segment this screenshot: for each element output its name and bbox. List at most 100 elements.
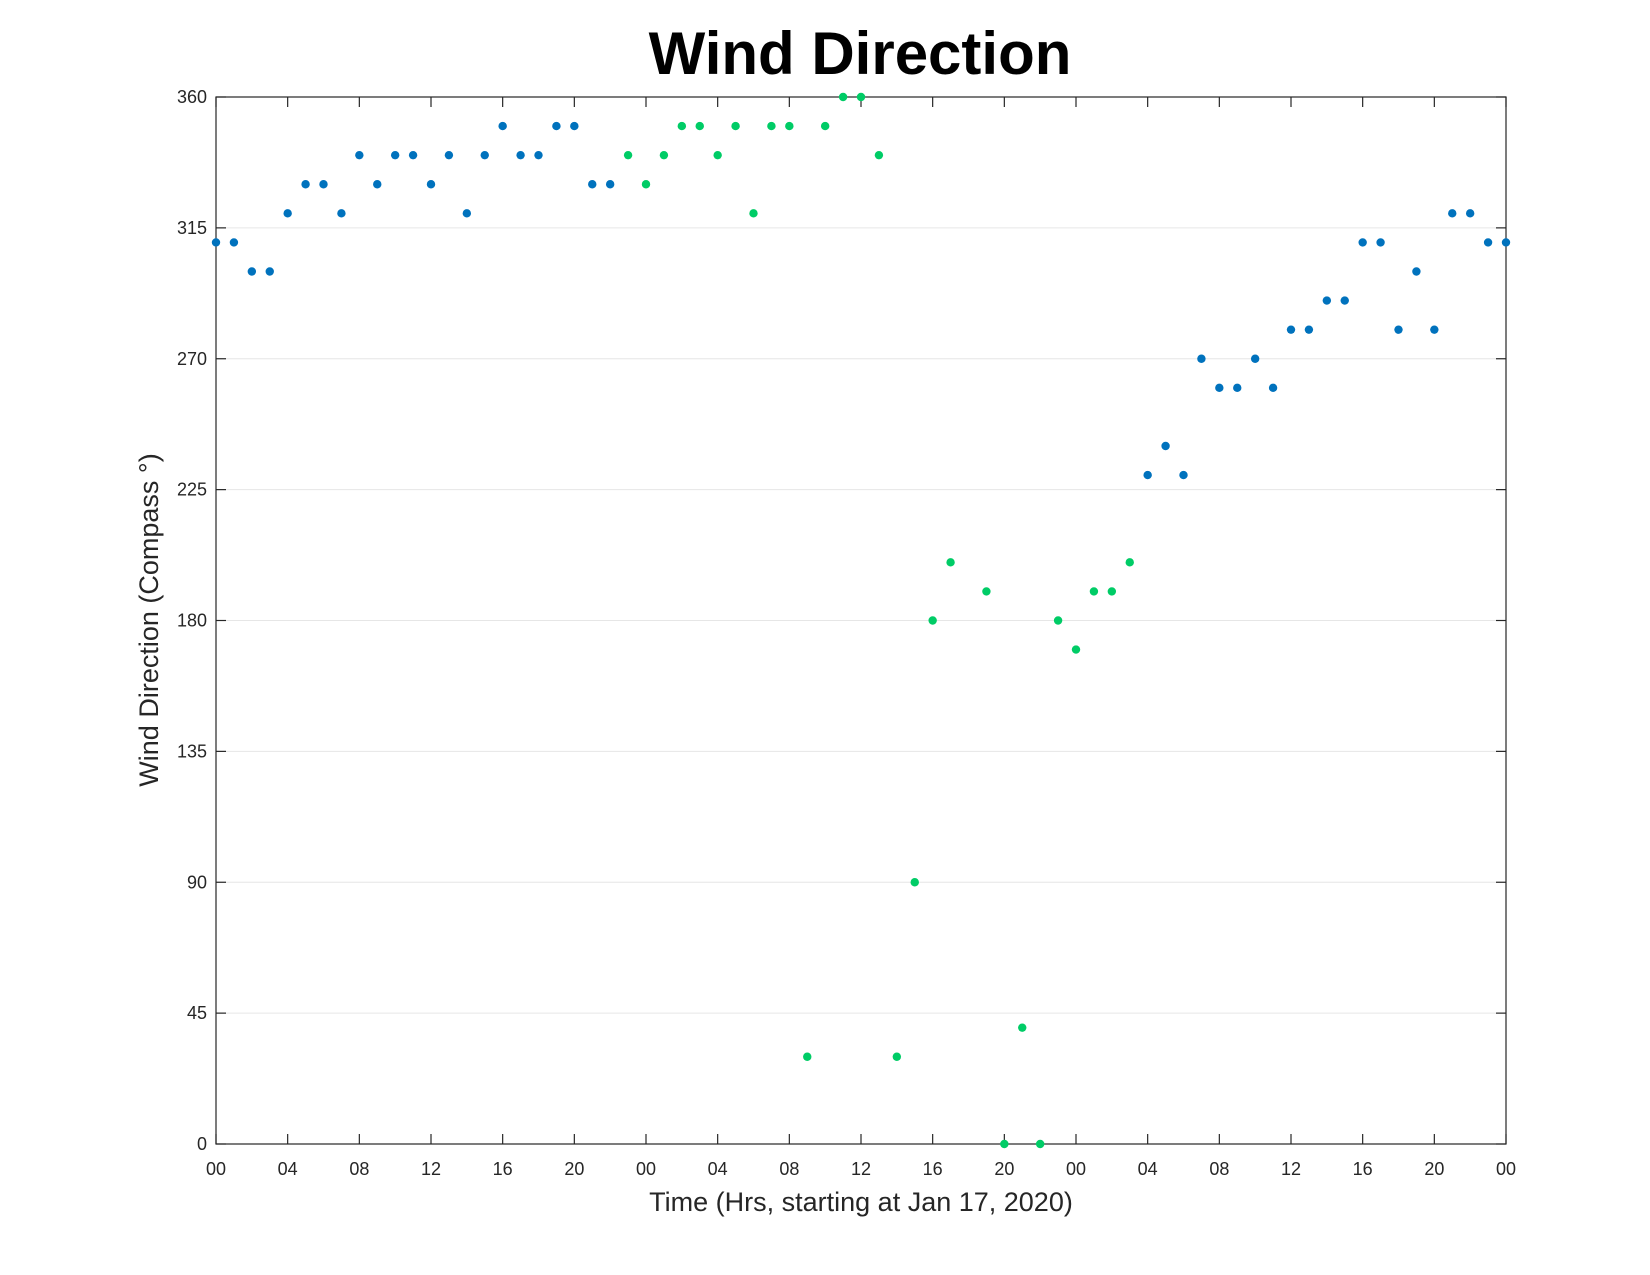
data-point (211, 238, 221, 247)
data-point (480, 150, 489, 160)
data-point (1197, 354, 1206, 363)
data-point (1465, 209, 1475, 218)
data-point (1304, 325, 1314, 334)
data-point (785, 121, 794, 131)
axis-ticks (215, 96, 1507, 1145)
data-point (1071, 645, 1081, 654)
data-point (1233, 383, 1242, 393)
x-tick-label: 12 (421, 1159, 441, 1179)
x-tick-label: 04 (1138, 1159, 1158, 1179)
data-point (534, 150, 543, 160)
data-point (1215, 383, 1224, 393)
data-point (1448, 209, 1457, 218)
data-point (1430, 325, 1439, 334)
data-point (892, 1052, 902, 1061)
data-point (1358, 238, 1367, 247)
x-tick-label: 16 (923, 1159, 943, 1179)
data-point (1143, 470, 1152, 480)
data-point (1322, 296, 1332, 305)
data-point (713, 150, 722, 160)
data-point (337, 209, 346, 218)
data-point (731, 121, 740, 131)
x-tick-label: 00 (636, 1159, 656, 1179)
data-point (1089, 587, 1099, 596)
data-point (498, 121, 507, 131)
y-tick-label: 90 (187, 872, 207, 892)
data-point (1286, 325, 1296, 334)
data-point (605, 180, 615, 189)
data-point (856, 92, 866, 102)
data-point (695, 121, 704, 131)
grid-lines (216, 227, 1506, 1014)
data-point (623, 150, 633, 160)
chart-title: Wind Direction (649, 20, 1072, 87)
data-point (265, 267, 274, 276)
y-tick-label: 360 (177, 87, 207, 107)
data-point (1000, 1139, 1009, 1149)
data-point (1412, 267, 1421, 276)
y-axis-label: Wind Direction (Compass °) (134, 453, 164, 786)
data-point (946, 558, 955, 567)
data-points (211, 92, 1511, 1149)
x-axis-label: Time (Hrs, starting at Jan 17, 2020) (649, 1187, 1073, 1217)
x-tick-label: 20 (994, 1159, 1014, 1179)
x-tick-label: 08 (349, 1159, 369, 1179)
data-point (1125, 558, 1134, 567)
data-point (1018, 1023, 1027, 1032)
y-tick-label: 45 (187, 1003, 207, 1023)
data-point (659, 150, 669, 160)
data-point (552, 121, 561, 131)
data-point (373, 180, 382, 189)
data-point (570, 121, 579, 131)
data-point (1250, 354, 1260, 363)
y-tick-label: 225 (177, 480, 207, 500)
data-point (749, 209, 758, 218)
data-point (1107, 587, 1117, 596)
y-tick-label: 135 (177, 741, 207, 761)
data-point (1053, 616, 1063, 625)
x-tick-label: 00 (1496, 1159, 1516, 1179)
data-point (767, 121, 776, 131)
data-point (301, 180, 310, 189)
data-point (1268, 383, 1278, 393)
data-point (677, 121, 687, 131)
data-point (283, 209, 292, 218)
data-point (820, 121, 830, 131)
x-tick-label: 20 (1424, 1159, 1444, 1179)
data-point (247, 267, 257, 276)
x-tick-label: 04 (708, 1159, 728, 1179)
x-tick-label: 16 (493, 1159, 513, 1179)
x-tick-label: 16 (1353, 1159, 1373, 1179)
x-tick-label: 08 (779, 1159, 799, 1179)
data-point (874, 150, 884, 160)
data-point (1340, 296, 1349, 305)
data-point (1035, 1139, 1045, 1149)
data-point (1179, 470, 1188, 480)
y-tick-label: 0 (197, 1134, 207, 1154)
data-point (1483, 238, 1493, 247)
data-point (910, 878, 919, 887)
data-point (516, 150, 525, 160)
y-tick-label: 180 (177, 611, 207, 631)
x-tick-label: 20 (564, 1159, 584, 1179)
data-point (444, 150, 454, 160)
y-tick-label: 270 (177, 349, 207, 369)
x-tick-label: 00 (206, 1159, 226, 1179)
x-tick-labels: 00 04 08 12 16 20 00 04 08 12 16 20 00 04 08 12 16 20 00 (206, 1159, 1516, 1179)
data-point (1394, 325, 1403, 334)
data-point (426, 180, 436, 189)
data-point (588, 180, 597, 189)
x-tick-label: 00 (1066, 1159, 1086, 1179)
data-point (462, 209, 472, 218)
data-point (838, 92, 848, 102)
x-tick-label: 12 (1281, 1159, 1301, 1179)
data-point (641, 180, 651, 189)
data-point (928, 616, 937, 625)
data-point (390, 150, 400, 160)
data-point (982, 587, 991, 596)
x-tick-label: 08 (1209, 1159, 1229, 1179)
data-point (355, 150, 364, 160)
x-tick-label: 12 (851, 1159, 871, 1179)
data-point (1376, 238, 1385, 247)
